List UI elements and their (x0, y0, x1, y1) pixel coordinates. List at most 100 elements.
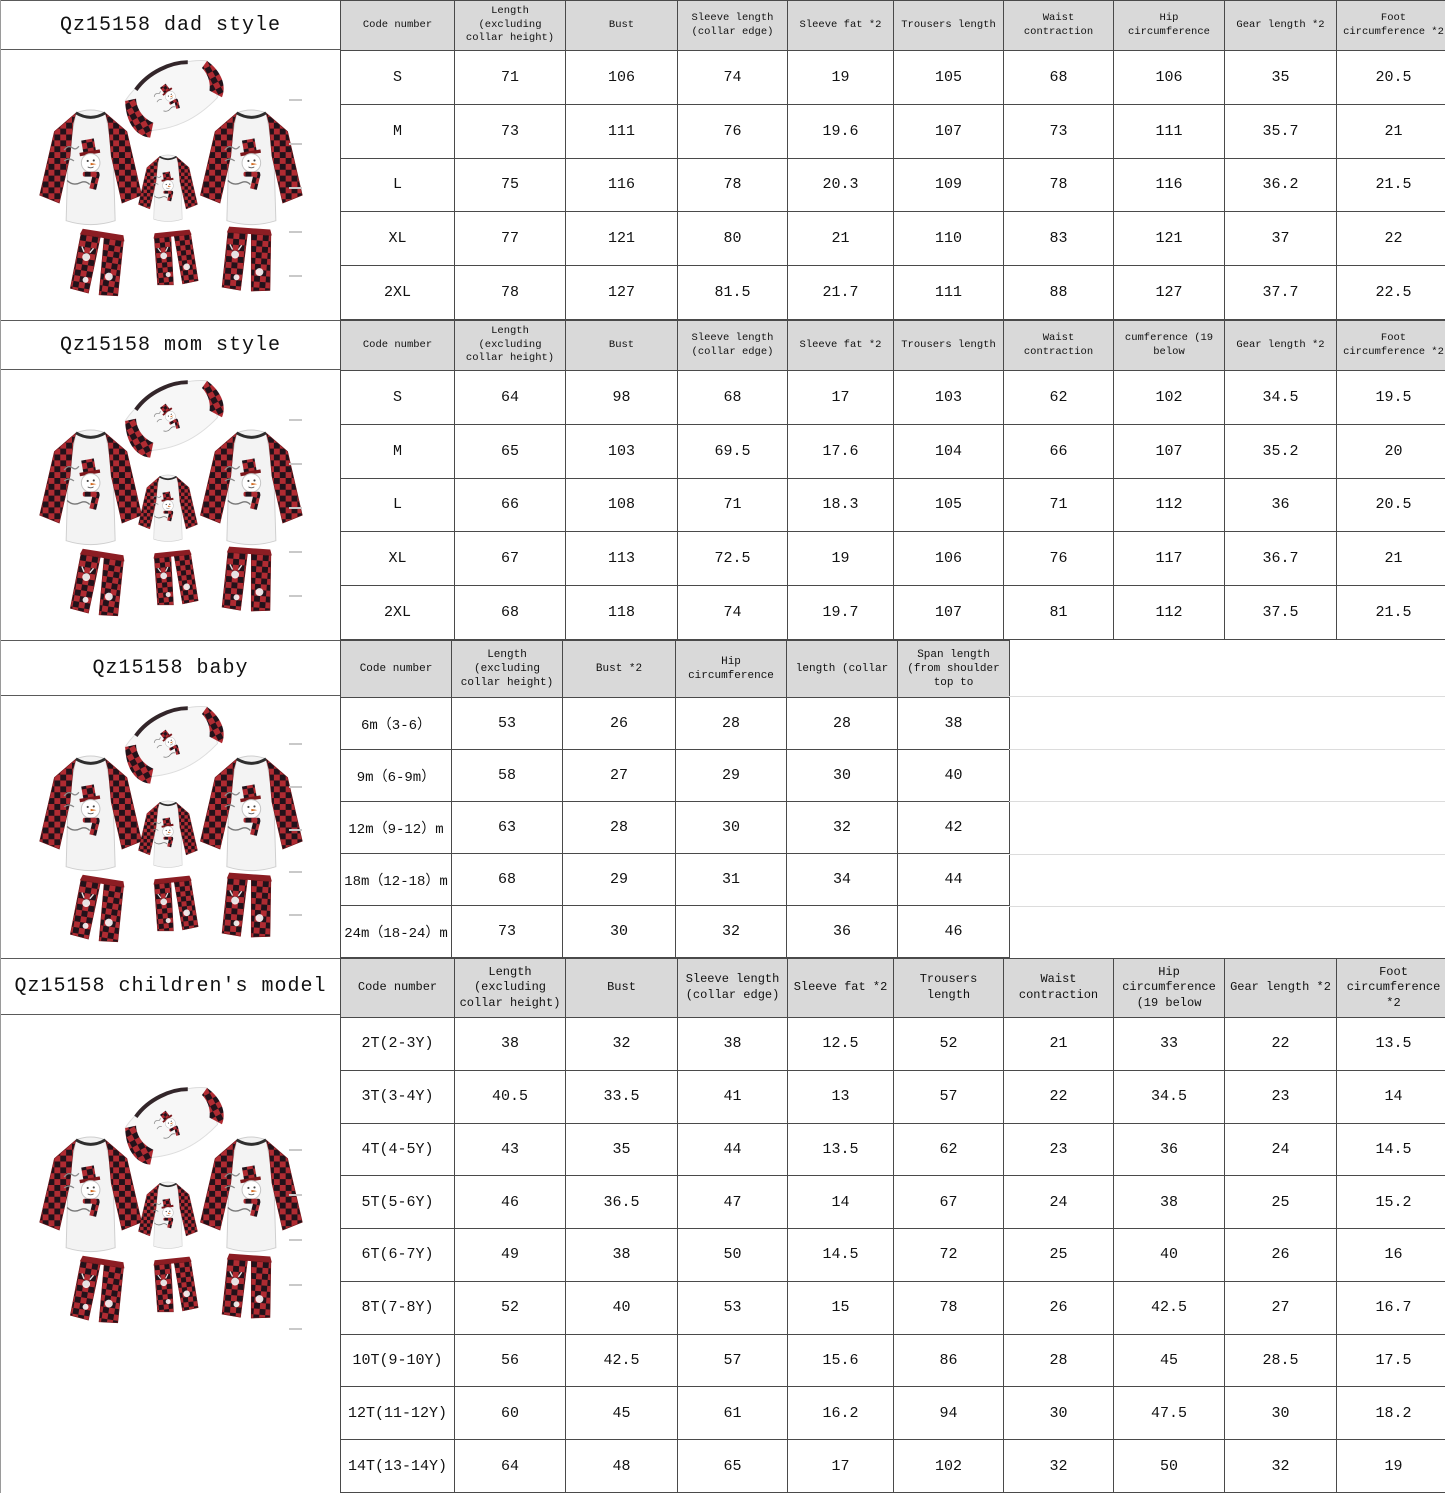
measurement-cell: 116 (565, 157, 678, 213)
dad-size-table: Code number Length (excluding collar heig… (340, 0, 1445, 320)
measurement-cell: 103 (565, 423, 678, 479)
measurement-cell: 17 (787, 1439, 894, 1493)
measurement-cell: 30 (786, 749, 898, 802)
baby-section-title: Qz15158 baby (1, 640, 340, 696)
measurement-cell: 68 (451, 853, 563, 906)
measurement-cell: 112 (1113, 585, 1225, 640)
column-header: Span length (from shoulder top to (897, 640, 1010, 698)
header-row: Code number Length (excluding collar heig… (340, 0, 1445, 51)
measurement-cell: 22 (1003, 1069, 1114, 1124)
mom-section-title: Qz15158 mom style (1, 320, 340, 370)
measurement-cell: 14 (1336, 1069, 1445, 1124)
measurement-cell: 30 (1224, 1386, 1337, 1441)
size-code-cell: S (340, 370, 455, 425)
size-code-cell: XL (340, 531, 455, 587)
measurement-cell: 22.5 (1336, 265, 1445, 320)
measurement-cell: 15.2 (1336, 1175, 1445, 1230)
section-mom: Qz15158 mom style Code number Length (exc… (0, 320, 1445, 640)
size-code-cell: 4T(4-5Y) (340, 1122, 455, 1177)
measurement-cell: 46 (897, 905, 1010, 958)
column-header: Sleeve length (collar edge) (677, 0, 788, 51)
table-row: L 75 116 78 20.3 109 78 116 36.2 21.5 (340, 157, 1445, 213)
column-header: Length (excluding collar height) (454, 958, 566, 1018)
measurement-cell: 40 (565, 1280, 678, 1335)
measurement-cell: 22 (1336, 211, 1445, 267)
measurement-cell: 86 (893, 1333, 1004, 1388)
measurement-cell: 52 (893, 1017, 1004, 1071)
measurement-cell: 61 (677, 1386, 788, 1441)
measurement-cell: 52 (454, 1280, 566, 1335)
measurement-cell: 112 (1113, 477, 1225, 533)
table-row: S 71 106 74 19 105 68 106 35 20.5 (340, 50, 1445, 105)
measurement-cell: 36.7 (1224, 531, 1337, 587)
measurement-cell: 32 (786, 801, 898, 854)
column-header: Waist contraction (1003, 320, 1114, 371)
measurement-cell: 27 (1224, 1280, 1337, 1335)
header-row: Code number Length (excluding collar heig… (340, 958, 1445, 1018)
column-header: Sleeve length (collar edge) (677, 958, 788, 1018)
column-header: Code number (340, 640, 452, 698)
measurement-cell: 37 (1224, 211, 1337, 267)
measurement-cell: 21 (1336, 531, 1445, 587)
column-header: Foot circumference *2 (1336, 320, 1445, 371)
measurement-cell: 29 (562, 853, 676, 906)
column-header: Hip circumference (1113, 0, 1225, 51)
measurement-cell: 19 (1336, 1439, 1445, 1493)
measurement-cell: 26 (1224, 1228, 1337, 1282)
measurement-cell: 38 (677, 1017, 788, 1071)
pajama-set-illustration (24, 380, 318, 625)
measurement-cell: 57 (677, 1333, 788, 1388)
table-row: 6m（3-6） 53 26 28 28 38 (340, 697, 1010, 750)
measurement-cell: 18.2 (1336, 1386, 1445, 1441)
measurement-cell: 32 (675, 905, 787, 958)
measurement-cell: 45 (1113, 1333, 1225, 1388)
column-header: length (collar (786, 640, 898, 698)
measurement-cell: 53 (451, 697, 563, 750)
table-row: 18m（12-18）m 68 29 31 34 44 (340, 853, 1010, 906)
measurement-cell: 48 (565, 1439, 678, 1493)
measurement-cell: 34 (786, 853, 898, 906)
measurement-cell: 64 (454, 370, 566, 425)
measurement-cell: 20.5 (1336, 50, 1445, 105)
table-row: 2XL 78 127 81.5 21.7 111 88 127 37.7 22.5 (340, 265, 1445, 320)
measurement-cell: 34.5 (1224, 370, 1337, 425)
size-code-cell: 8T(7-8Y) (340, 1280, 455, 1335)
measurement-cell: 109 (893, 157, 1004, 213)
measurement-cell: 19.5 (1336, 370, 1445, 425)
measurement-cell: 20.3 (787, 157, 894, 213)
column-header: Length (excluding collar height) (454, 320, 566, 371)
measurement-cell: 81 (1003, 585, 1114, 640)
table-row: L 66 108 71 18.3 105 71 112 36 20.5 (340, 477, 1445, 533)
measurement-cell: 44 (677, 1122, 788, 1177)
measurement-cell: 102 (893, 1439, 1004, 1493)
size-code-cell: L (340, 477, 455, 533)
table-row: 24m（18-24）m 73 30 32 36 46 (340, 905, 1010, 958)
column-header: Code number (340, 958, 455, 1018)
measurement-cell: 71 (454, 50, 566, 105)
measurement-cell: 14 (787, 1175, 894, 1230)
measurement-cell: 108 (565, 477, 678, 533)
measurement-cell: 17.6 (787, 423, 894, 479)
table-row: XL 77 121 80 21 110 83 121 37 22 (340, 211, 1445, 267)
measurement-cell: 28 (1003, 1333, 1114, 1388)
measurement-cell: 17.5 (1336, 1333, 1445, 1388)
size-code-cell: 12m（9-12）m (340, 801, 452, 854)
measurement-cell: 77 (454, 211, 566, 267)
column-header: Trousers length (893, 958, 1004, 1018)
size-code-cell: 12T(11-12Y) (340, 1386, 455, 1441)
section-baby: Qz15158 baby Code number Length (excludin… (0, 640, 1445, 958)
measurement-cell: 20.5 (1336, 477, 1445, 533)
column-header: Sleeve fat *2 (787, 0, 894, 51)
measurement-cell: 67 (893, 1175, 1004, 1230)
measurement-cell: 33 (1113, 1017, 1225, 1071)
size-code-cell: S (340, 50, 455, 105)
table-row: 6T(6-7Y) 49 38 50 14.5 72 25 40 26 16 (340, 1228, 1445, 1282)
measurement-cell: 34.5 (1113, 1069, 1225, 1124)
measurement-cell: 57 (893, 1069, 1004, 1124)
measurement-cell: 40.5 (454, 1069, 566, 1124)
size-code-cell: 24m（18-24）m (340, 905, 452, 958)
size-code-cell: 3T(3-4Y) (340, 1069, 455, 1124)
measurement-cell: 19.6 (787, 103, 894, 159)
measurement-cell: 78 (454, 265, 566, 320)
